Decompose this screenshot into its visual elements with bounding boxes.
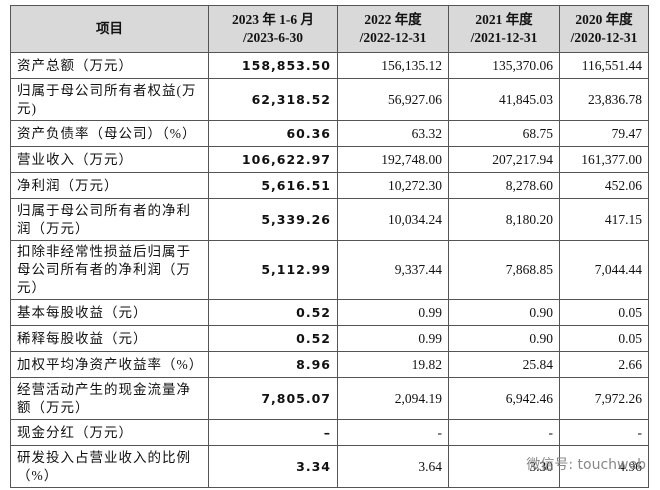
value-cell: 25.84 [448, 351, 560, 378]
header-cell: 2021 年度/2021-12-31 [448, 5, 560, 53]
value-cell: 0.52 [208, 299, 338, 326]
value-cell: 116,551.44 [559, 52, 649, 79]
label-cell: 加权平均净资产收益率（%） [10, 351, 209, 378]
label-cell: 扣除非经常性损益后归属于母公司所有者的净利润（万元） [10, 240, 209, 300]
value-cell: - [337, 419, 449, 446]
table-row: 稀释每股收益（元） 0.52 0.99 0.90 0.05 [10, 325, 649, 352]
label-cell: 经营活动产生的现金流量净额（万元） [10, 377, 209, 420]
value-cell: 3.34 [208, 445, 338, 488]
header-text: /2022-12-31 [359, 30, 427, 45]
label-cell: 归属于母公司所有者权益(万元) [10, 78, 209, 121]
table-row: 加权平均净资产收益率（%） 8.96 19.82 25.84 2.66 [10, 351, 649, 378]
value-cell: 0.05 [559, 325, 649, 352]
header-text: 2023 年 1-6 月 [231, 12, 315, 27]
value-cell: - [448, 419, 560, 446]
value-cell: 8,278.60 [448, 172, 560, 199]
label-cell: 研发投入占营业收入的比例（%） [10, 445, 209, 488]
table-row: 资产负债率（母公司）（%） 60.36 63.32 68.75 79.47 [10, 120, 649, 147]
label-cell: 稀释每股收益（元） [10, 325, 209, 352]
value-cell: 5,112.99 [208, 240, 338, 300]
value-cell: 158,853.50 [208, 52, 338, 79]
value-cell: 7,868.85 [448, 240, 560, 300]
value-cell: 3.64 [337, 445, 449, 488]
table-row: 基本每股收益（元） 0.52 0.99 0.90 0.05 [10, 299, 649, 326]
value-cell: 0.99 [337, 299, 449, 326]
value-cell: 19.82 [337, 351, 449, 378]
value-cell: 135,370.06 [448, 52, 560, 79]
value-cell: 417.15 [559, 198, 649, 241]
table-row: 现金分红（万元） – - - - [10, 419, 649, 446]
value-cell: 63.32 [337, 120, 449, 147]
label-cell: 基本每股收益（元） [10, 299, 209, 326]
label-cell: 营业收入（万元） [10, 146, 209, 173]
label-cell: 现金分红（万元） [10, 419, 209, 446]
value-cell: 7,972.26 [559, 377, 649, 420]
table-row: 研发投入占营业收入的比例（%） 3.34 3.64 3.30 4.96 [10, 445, 649, 488]
value-cell: 41,845.03 [448, 78, 560, 121]
header-text: /2023-6-30 [243, 30, 303, 45]
value-cell: 156,135.12 [337, 52, 449, 79]
value-cell: 7,805.07 [208, 377, 338, 420]
watermark: 微信号: touchweb [526, 457, 646, 473]
value-cell: 2,094.19 [337, 377, 449, 420]
header-text: 2022 年度 [364, 12, 422, 27]
value-cell: 0.05 [559, 299, 649, 326]
header-text: /2020-12-31 [570, 30, 638, 45]
value-cell: 0.90 [448, 325, 560, 352]
label-cell: 归属于母公司所有者的净利润（万元） [10, 198, 209, 241]
value-cell: 452.06 [559, 172, 649, 199]
value-cell: 6,942.46 [448, 377, 560, 420]
label-cell: 净利润（万元） [10, 172, 209, 199]
value-cell: 2.66 [559, 351, 649, 378]
table-row: 营业收入（万元） 106,622.97 192,748.00 207,217.94 16… [10, 146, 649, 173]
header-text: /2021-12-31 [470, 30, 538, 45]
value-cell: 8,180.20 [448, 198, 560, 241]
financial-table: 项目 2023 年 1-6 月/2023-6-30 2022 年度/2022-12-… [10, 5, 649, 488]
table-row: 净利润（万元） 5,616.51 10,272.30 8,278.60 452.06 [10, 172, 649, 199]
value-cell: 10,034.24 [337, 198, 449, 241]
table-row: 经营活动产生的现金流量净额（万元） 7,805.07 2,094.19 6,942.4… [10, 377, 649, 420]
value-cell: 0.90 [448, 299, 560, 326]
value-cell: 7,044.44 [559, 240, 649, 300]
value-cell: 56,927.06 [337, 78, 449, 121]
header-cell: 2020 年度/2020-12-31 [559, 5, 649, 53]
label-cell: 资产总额（万元） [10, 52, 209, 79]
label-cell: 资产负债率（母公司）（%） [10, 120, 209, 147]
table-row: 资产总额（万元） 158,853.50 156,135.12 135,370.06 11… [10, 52, 649, 79]
value-cell: 192,748.00 [337, 146, 449, 173]
header-row: 项目 2023 年 1-6 月/2023-6-30 2022 年度/2022-12-… [10, 5, 649, 53]
value-cell: – [208, 419, 338, 446]
table-row: 归属于母公司所有者的净利润（万元） 5,339.26 10,034.24 8,180.… [10, 198, 649, 241]
header-text: 2021 年度 [475, 12, 533, 27]
header-cell: 2023 年 1-6 月/2023-6-30 [208, 5, 338, 53]
value-cell: 3.30 [448, 445, 560, 488]
value-cell: 60.36 [208, 120, 338, 147]
value-cell: 23,836.78 [559, 78, 649, 121]
value-cell: 5,616.51 [208, 172, 338, 199]
header-text: 2020 年度 [575, 12, 633, 27]
value-cell: 68.75 [448, 120, 560, 147]
value-cell: 9,337.44 [337, 240, 449, 300]
value-cell: 0.52 [208, 325, 338, 352]
value-cell: 10,272.30 [337, 172, 449, 199]
value-cell: 4.96 [559, 445, 649, 488]
table-body: 资产总额（万元） 158,853.50 156,135.12 135,370.06 11… [10, 52, 649, 488]
value-cell: 62,318.52 [208, 78, 338, 121]
header-cell: 项目 [10, 5, 209, 53]
header-text: 项目 [96, 21, 123, 36]
value-cell: 106,622.97 [208, 146, 338, 173]
table-row: 扣除非经常性损益后归属于母公司所有者的净利润（万元） 5,112.99 9,337.… [10, 240, 649, 300]
value-cell: 161,377.00 [559, 146, 649, 173]
table-row: 归属于母公司所有者权益(万元) 62,318.52 56,927.06 41,845.… [10, 78, 649, 121]
value-cell: - [559, 419, 649, 446]
value-cell: 79.47 [559, 120, 649, 147]
value-cell: 5,339.26 [208, 198, 338, 241]
value-cell: 207,217.94 [448, 146, 560, 173]
value-cell: 0.99 [337, 325, 449, 352]
header-cell: 2022 年度/2022-12-31 [337, 5, 449, 53]
value-cell: 8.96 [208, 351, 338, 378]
